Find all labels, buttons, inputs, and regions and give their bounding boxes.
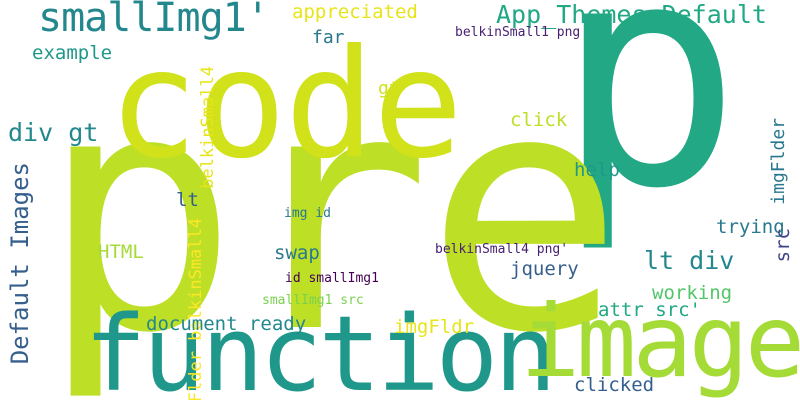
word-html: HTML <box>98 241 144 263</box>
word-example: example <box>32 42 113 64</box>
word-jquery: jquery <box>510 258 579 280</box>
word-belkinsmall1-png: belkinSmall1 png <box>455 25 581 40</box>
word-document-ready: document ready <box>146 313 307 335</box>
word-default-images: Default Images <box>6 162 34 365</box>
word-pre: pre <box>40 21 624 400</box>
word-src: src <box>772 228 794 263</box>
word-image: image <box>520 283 800 400</box>
word-attr-src: attr src' <box>598 299 701 321</box>
word-function: function <box>84 293 557 400</box>
word-gt: gt <box>378 78 400 99</box>
word-code: code <box>108 18 463 192</box>
word-app-themes-default: App_Themes Default <box>496 0 767 29</box>
word-trying: trying <box>716 216 785 238</box>
word-working: working <box>652 282 733 304</box>
word-smallimg1-src: smallImg1 src <box>262 293 364 308</box>
word-belkinsmall4: belkinSmall4 <box>198 66 218 189</box>
word-swap: swap <box>274 242 320 264</box>
word-id-smallimg1: id smallImg1 <box>285 271 379 286</box>
word-imgflder: imgFlder <box>768 118 789 205</box>
word-img-id: img id <box>284 206 331 221</box>
word-help: help <box>574 159 620 181</box>
word-lt: lt <box>176 189 199 211</box>
word-div-gt: div gt <box>8 118 99 147</box>
word-clicked: clicked <box>574 374 655 396</box>
word-smallimg1-quote: smallImg1' <box>38 0 270 41</box>
word-appreciated: appreciated <box>292 1 418 23</box>
word-click: click <box>510 109 568 131</box>
word-p: p <box>555 0 742 257</box>
word-imgflder-belkinsmall4: imgFlder belkinSmall4 <box>186 218 206 400</box>
word-far: far <box>312 27 345 48</box>
word-lt-div: lt div <box>644 246 735 275</box>
word-belkinsmall4-png: belkinSmall4 png' <box>435 242 569 257</box>
word-imgfldr: imgFldr <box>394 316 475 338</box>
